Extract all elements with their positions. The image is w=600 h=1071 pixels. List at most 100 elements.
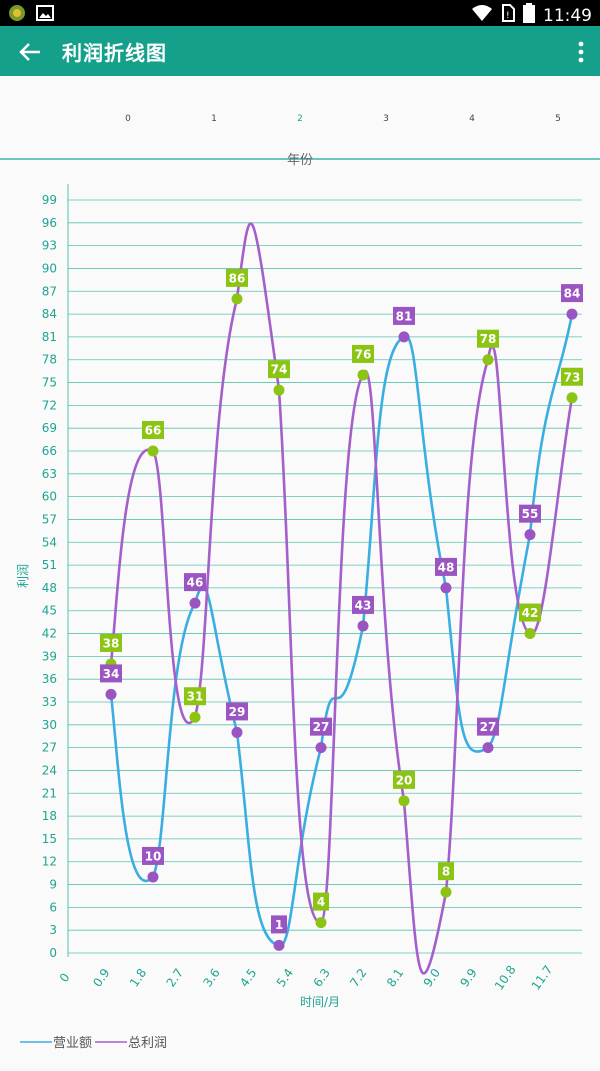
label-box-s1-p3 — [184, 573, 206, 592]
x-tick-1.8: 1.8 — [127, 966, 149, 990]
y-tick-60: 60 — [42, 490, 57, 504]
label-box-s1-p5 — [271, 915, 287, 934]
chart-legend: 营业额 总利润 — [20, 1036, 167, 1051]
top-axis-tick-5: 5 — [555, 114, 561, 124]
y-tick-84: 84 — [42, 307, 57, 321]
data-label-s2-p7: 76 — [355, 347, 372, 361]
y-tick-81: 81 — [42, 330, 57, 344]
marker-s1-p11 — [524, 529, 536, 541]
x-tick-10.8: 10.8 — [492, 963, 519, 993]
marker-s1-p9 — [440, 582, 452, 594]
y-tick-72: 72 — [42, 398, 57, 412]
x-tick-6.3: 6.3 — [311, 966, 333, 990]
data-label-s1-p4: 29 — [229, 705, 246, 719]
top-axis-tick-0: 0 — [125, 114, 131, 124]
data-label-s2-p2: 66 — [145, 424, 162, 438]
marker-s2-p8 — [398, 795, 410, 807]
marker-s2-p10 — [482, 354, 494, 366]
x-tick-0.9: 0.9 — [90, 966, 112, 990]
data-label-s1-p9: 48 — [438, 560, 455, 574]
y-tick-51: 51 — [42, 558, 57, 572]
x-tick-5.4: 5.4 — [274, 966, 296, 990]
marker-s1-p5 — [273, 939, 285, 951]
status-time: 11:49 — [543, 5, 592, 26]
data-label-s1-p7: 43 — [355, 598, 372, 612]
marker-s2-p2 — [147, 445, 159, 457]
data-label-s2-p6: 4 — [317, 895, 325, 909]
y-tick-21: 21 — [42, 786, 57, 800]
y-axis-label: 利润 — [16, 564, 30, 588]
wifi-icon — [471, 4, 493, 27]
marker-s1-p6 — [315, 742, 327, 754]
data-label-s1-p2: 10 — [145, 849, 162, 863]
battery-icon — [523, 3, 535, 28]
x-tick-9.9: 9.9 — [457, 966, 479, 990]
y-tick-45: 45 — [42, 604, 57, 618]
x-axis-label: 时间/月 — [300, 995, 340, 1009]
marker-s2-p3 — [189, 711, 201, 723]
marker-s1-p10 — [482, 742, 494, 754]
x-tick-2.7: 2.7 — [164, 966, 186, 990]
series-line-2 — [109, 222, 574, 975]
data-label-s2-p11: 42 — [522, 606, 539, 620]
marker-s1-p4 — [231, 726, 243, 738]
x-tick-3.6: 3.6 — [200, 966, 222, 990]
label-box-s2-p4 — [226, 268, 248, 287]
y-tick-93: 93 — [42, 239, 57, 253]
label-box-s2-p1 — [100, 633, 122, 652]
label-box-s2-p3 — [184, 687, 206, 706]
y-axis-ticks: 0369121518212427303336394245485154576063… — [16, 193, 57, 960]
marker-s2-p12 — [566, 392, 578, 404]
label-box-s1-p7 — [352, 595, 374, 614]
marker-s1-p7 — [357, 620, 369, 632]
label-box-s1-p6 — [310, 717, 332, 736]
data-label-s1-p10: 27 — [480, 720, 497, 734]
label-box-s1-p11 — [519, 504, 541, 523]
top-axis-tick-2: 2 — [297, 114, 303, 124]
x-tick-9.0: 9.0 — [421, 966, 443, 990]
label-box-s1-p1 — [100, 664, 122, 683]
label-box-s2-p12 — [561, 367, 583, 386]
x-tick-11.7: 11.7 — [529, 963, 556, 993]
marker-s1-p2 — [147, 871, 159, 883]
y-tick-36: 36 — [42, 672, 57, 686]
y-tick-3: 3 — [49, 923, 57, 937]
label-box-s1-p4 — [226, 702, 248, 721]
svg-text:!: ! — [506, 11, 510, 21]
y-tick-0: 0 — [49, 946, 57, 960]
page-title: 利润折线图 — [62, 41, 167, 65]
data-labels: 34 10 46 29 1 27 43 81 48 27 55 84 38 66 31 86 74 4 76 20 8 7… — [100, 268, 583, 934]
top-axis-tick-4: 4 — [469, 114, 475, 124]
more-vert-icon[interactable] — [576, 40, 586, 64]
y-tick-27: 27 — [42, 741, 57, 755]
marker-s1-p1 — [105, 688, 117, 700]
y-tick-90: 90 — [42, 261, 57, 275]
profit-line-chart[interactable]: 0 1 2 3 4 5 年份 0 3 6 9 12 15 18 21 24 27 30 33 36 39 42 45 48 5… — [0, 76, 600, 1067]
data-label-s1-p3: 46 — [187, 576, 204, 590]
top-axis-title: 年份 — [287, 153, 313, 168]
label-box-s2-p6 — [313, 892, 329, 911]
marker-s1-p12 — [566, 308, 578, 320]
data-label-s1-p1: 34 — [103, 667, 120, 681]
label-box-s2-p9 — [438, 862, 454, 881]
status-bar: ! 11:49 — [0, 0, 600, 26]
marker-s2-p7 — [357, 369, 369, 381]
x-tick-4.5: 4.5 — [237, 966, 259, 990]
data-label-s1-p5: 1 — [275, 918, 283, 932]
y-tick-54: 54 — [42, 535, 57, 549]
label-box-s2-p5 — [268, 360, 290, 379]
legend-label-1: 营业额 — [53, 1036, 92, 1051]
y-tick-99: 99 — [42, 193, 57, 207]
data-label-s2-p5: 74 — [271, 363, 288, 377]
data-label-s1-p12: 84 — [564, 287, 581, 301]
data-label-s1-p8: 81 — [396, 309, 413, 323]
data-label-s1-p11: 55 — [522, 507, 539, 521]
y-tick-12: 12 — [42, 855, 57, 869]
marker-s2-p4 — [231, 293, 243, 305]
data-label-s2-p4: 86 — [229, 271, 246, 285]
y-tick-15: 15 — [42, 832, 57, 846]
arrow-back-icon[interactable] — [16, 38, 44, 66]
label-box-s1-p10 — [477, 717, 499, 736]
chart-lines — [109, 222, 574, 975]
image-icon — [36, 4, 54, 22]
